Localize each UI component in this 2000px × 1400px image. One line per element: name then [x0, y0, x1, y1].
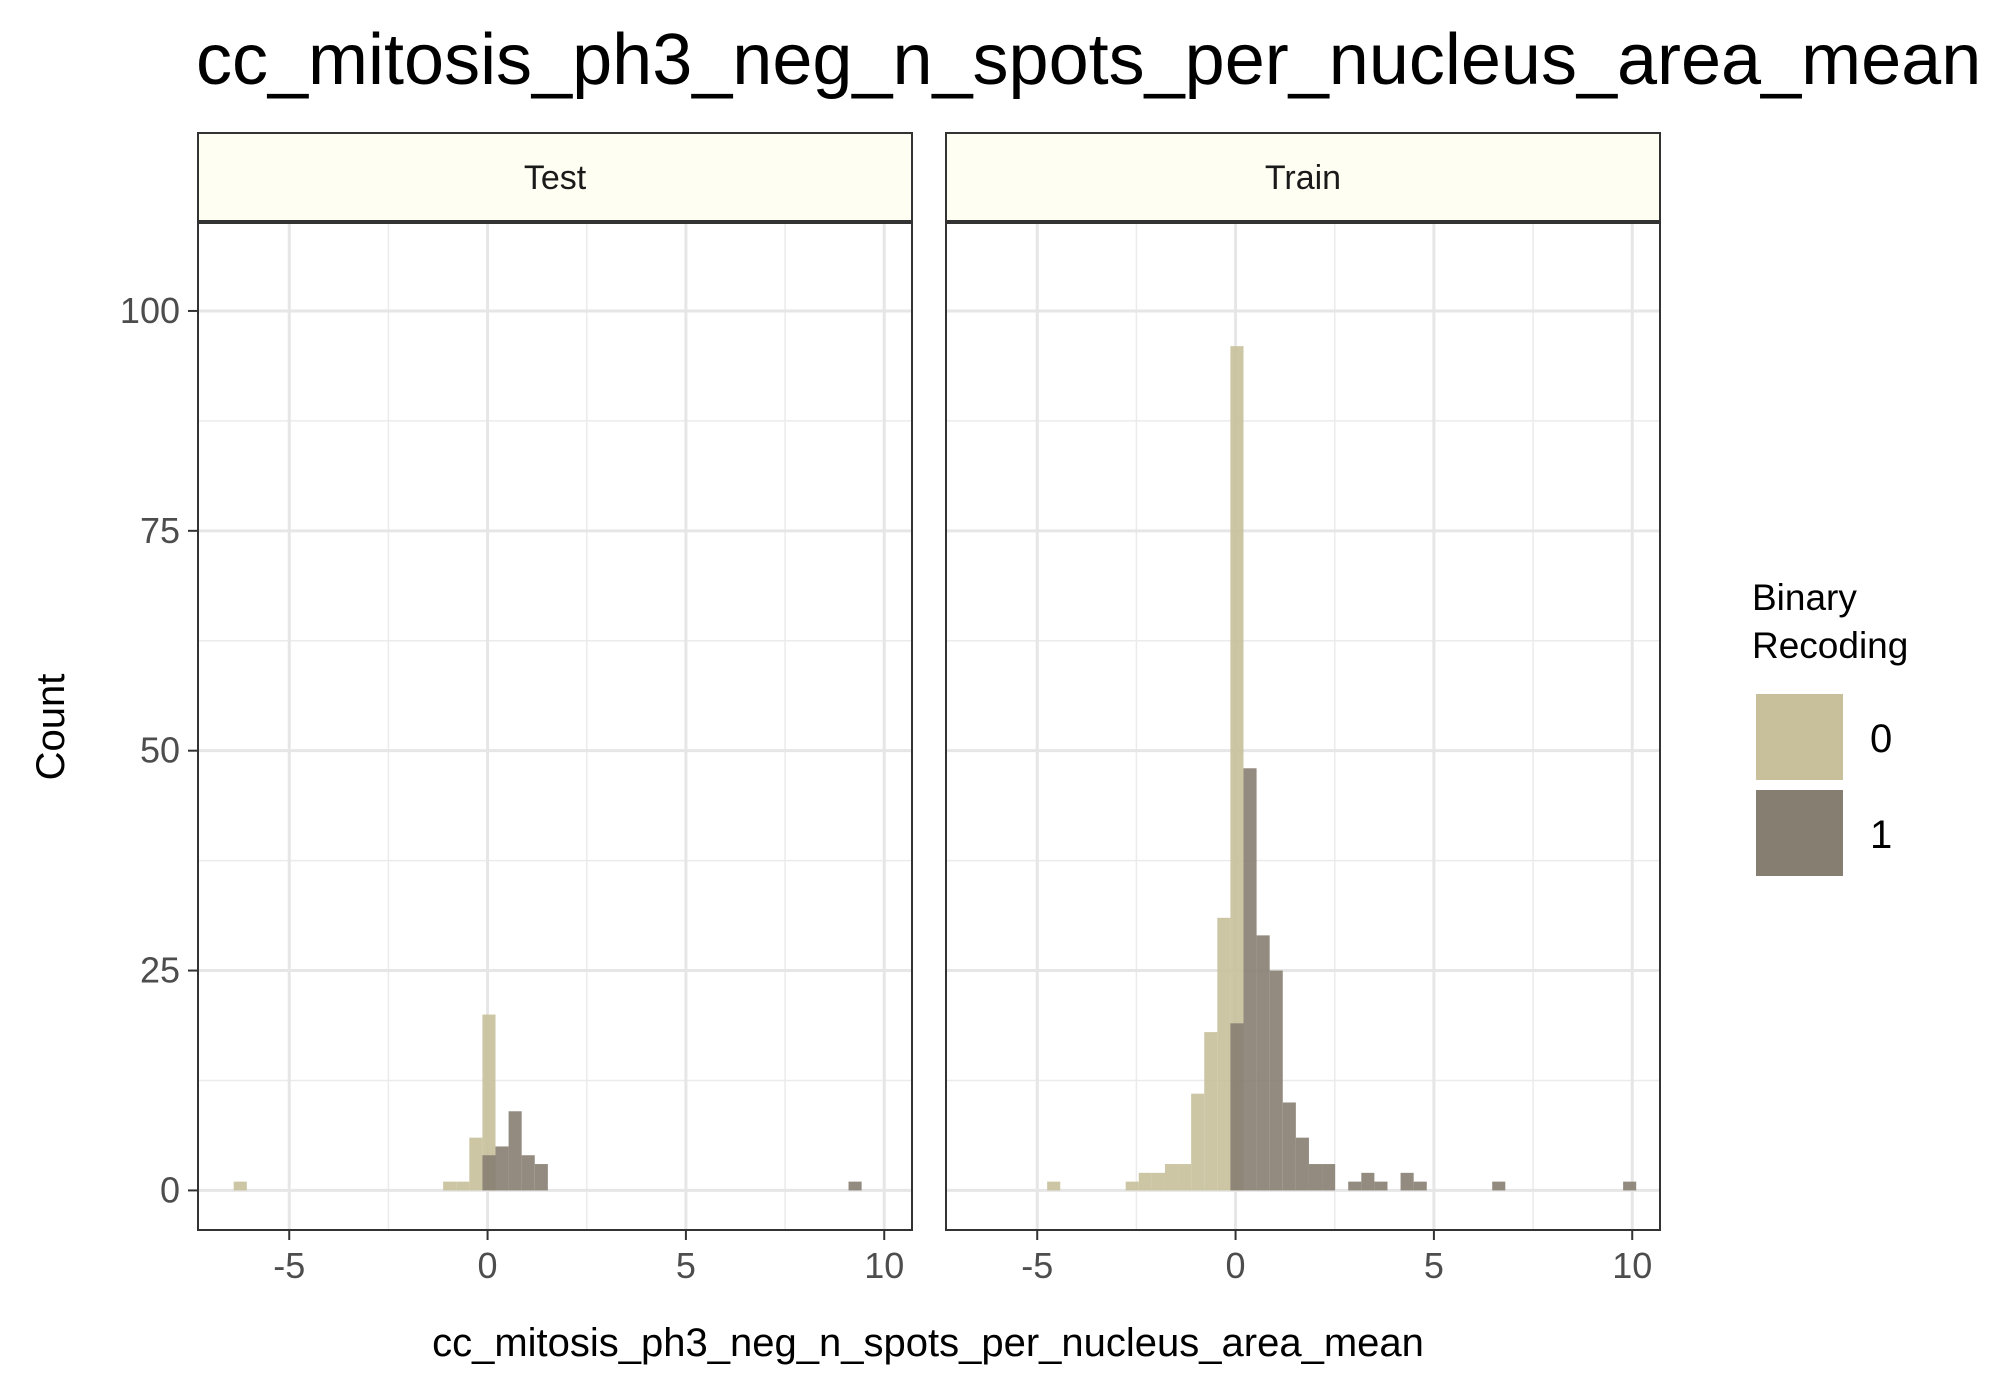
y-tick-label: 50 [140, 730, 180, 771]
histogram-bar-group-1 [1243, 768, 1257, 1191]
histogram-bar-group-1 [1413, 1181, 1427, 1191]
histogram-bar-group-1 [1256, 935, 1270, 1191]
histogram-bar-group-0 [469, 1137, 483, 1191]
panel-background [198, 223, 912, 1230]
x-tick-label: 5 [1424, 1245, 1444, 1286]
histogram-bar-group-1 [1282, 1102, 1296, 1191]
histogram-bar-group-0 [1138, 1172, 1152, 1191]
y-tick-label: 100 [120, 290, 180, 331]
histogram-bar-group-1 [848, 1181, 862, 1191]
legend-title-line-2: Recoding [1752, 625, 1908, 666]
chart-title: cc_mitosis_ph3_neg_n_spots_per_nucleus_a… [196, 20, 1981, 100]
histogram-bar-group-1 [1348, 1181, 1362, 1191]
x-tick-label: -5 [273, 1245, 305, 1286]
x-tick-label: -5 [1021, 1245, 1053, 1286]
y-axis: 0 25 50 75 100 [120, 290, 198, 1210]
x-tick-label: 0 [1226, 1245, 1246, 1286]
histogram-bar-group-0 [1125, 1181, 1139, 1191]
histogram-bar-group-1 [1322, 1164, 1336, 1191]
facet-label-test: Test [524, 159, 587, 197]
panel-border [197, 222, 913, 1231]
y-tick-label: 75 [140, 510, 180, 551]
x-tick-label: 10 [1612, 1245, 1652, 1286]
panel-border [945, 222, 1661, 1231]
panel-background [946, 223, 1660, 1230]
histogram-bar-group-1 [482, 1155, 496, 1191]
facet-strip-test [197, 132, 913, 222]
y-tick-label: 0 [160, 1169, 180, 1210]
y-axis-label: Count [29, 674, 73, 781]
x-tick-label: 0 [478, 1245, 498, 1286]
histogram-bar-group-0 [1178, 1164, 1192, 1191]
histogram-bar-group-1 [521, 1155, 535, 1191]
panel-train: Train -5 0 5 10 [945, 132, 1661, 1286]
histogram-bar-group-1 [1374, 1181, 1388, 1191]
histogram-bar-group-1 [1295, 1137, 1309, 1191]
histogram-bar-group-1 [508, 1111, 522, 1191]
histogram-bar-group-0 [1217, 917, 1231, 1191]
histogram-bar-group-0 [1191, 1093, 1205, 1191]
facet-panels: Test -5 0 5 10 Train -5 0 5 10 [197, 132, 1661, 1286]
legend: Binary Recoding 0 1 [1752, 577, 1908, 876]
x-axis-label: cc_mitosis_ph3_neg_n_spots_per_nucleus_a… [432, 1321, 1424, 1365]
legend-key-0 [1756, 694, 1843, 780]
legend-key-1 [1756, 790, 1843, 876]
legend-title-line-1: Binary [1752, 577, 1857, 618]
x-tick-label: 10 [864, 1245, 904, 1286]
histogram-bar-group-0 [233, 1181, 247, 1191]
legend-label-0: 0 [1870, 717, 1892, 761]
histogram-bar-group-1 [534, 1164, 548, 1191]
histogram-bar-group-1 [1230, 1023, 1244, 1191]
facet-label-train: Train [1265, 159, 1341, 197]
histogram-bar-group-1 [1623, 1181, 1637, 1191]
x-tick-label: 5 [676, 1245, 696, 1286]
histogram-bar-group-0 [1230, 346, 1244, 1191]
histogram-bar-group-0 [1151, 1172, 1165, 1191]
facet-strip-train [945, 132, 1661, 222]
histogram-bar-group-1 [495, 1146, 509, 1191]
histogram-bar-group-1 [1492, 1181, 1506, 1191]
histogram-bar-group-0 [456, 1181, 470, 1191]
histogram-bar-group-1 [1269, 970, 1283, 1191]
panel-test: Test -5 0 5 10 [197, 132, 913, 1286]
legend-label-1: 1 [1870, 813, 1892, 857]
histogram-bar-group-1 [1308, 1164, 1323, 1191]
histogram-bar-group-0 [482, 1014, 496, 1191]
histogram-bar-group-1 [1400, 1172, 1414, 1191]
y-tick-label: 25 [140, 950, 180, 991]
histogram-bar-group-0 [1047, 1181, 1061, 1191]
histogram-bar-group-1 [1361, 1172, 1375, 1191]
histogram-bar-group-0 [443, 1181, 457, 1191]
histogram-bar-group-0 [1164, 1164, 1179, 1191]
histogram-bar-group-0 [1204, 1032, 1218, 1191]
